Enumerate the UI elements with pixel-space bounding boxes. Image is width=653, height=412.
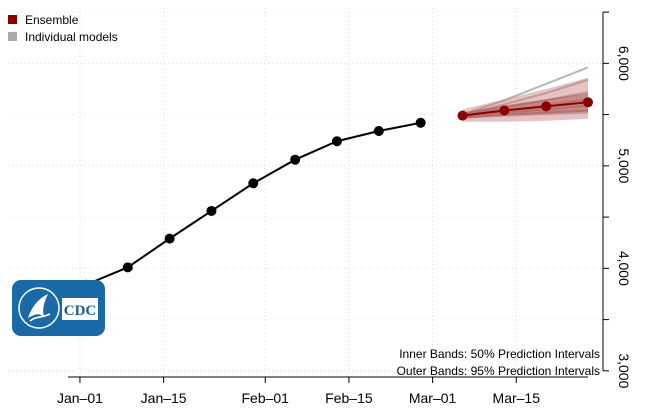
ensemble-point: [583, 97, 593, 108]
x-tick-label: Feb–15: [325, 390, 373, 406]
individual-model-line: [462, 91, 589, 117]
y-tick-label: 3,000: [616, 353, 632, 388]
y-tick-label: 6,000: [616, 46, 632, 81]
hhs-eagle-icon: [28, 294, 48, 318]
individual-model-line: [462, 111, 589, 119]
individual-model-line: [462, 78, 589, 117]
observed-point: [373, 126, 384, 136]
cdc-logo-text: CDC: [64, 303, 97, 319]
observed-point: [248, 178, 259, 189]
hhs-seal-icon: [18, 287, 60, 329]
prediction-bands: [462, 77, 588, 122]
cdc-badge: [62, 298, 98, 320]
observed-point: [206, 205, 217, 216]
observed-point: [331, 136, 342, 147]
x-tick-label: Feb–01: [241, 390, 289, 406]
x-tick-label: Mar–01: [409, 390, 457, 406]
ensemble-point: [457, 110, 468, 121]
observed-point: [290, 154, 301, 165]
ensemble-point: [541, 101, 552, 112]
observed-point: [415, 117, 426, 128]
individual-model-line: [462, 66, 589, 116]
x-axis: Jan–01 Jan–15 Feb–01 Feb–15 Mar–01 Mar–15: [57, 376, 588, 406]
x-tick-label: Mar–15: [493, 390, 541, 406]
observed-point: [164, 233, 175, 244]
y-tick-label: 4,000: [616, 251, 632, 286]
ensemble-point: [499, 105, 510, 116]
observed-line: [85, 121, 421, 286]
observed-point: [122, 262, 133, 273]
cdc-logo: CDC: [12, 280, 105, 336]
y-tick-label: 5,000: [616, 148, 632, 183]
annotation-outer-bands: Outer Bands: 95% Prediction Intervals: [397, 364, 600, 378]
legend-label-ensemble: Ensemble: [25, 13, 79, 27]
x-tick-label: Jan–01: [57, 390, 103, 406]
annotation-inner-bands: Inner Bands: 50% Prediction Intervals: [399, 347, 600, 361]
y-axis: 3,000 4,000 5,000 6,000: [602, 11, 632, 389]
legend-swatch-individual-models: [8, 32, 17, 41]
legend-swatch-ensemble: [8, 15, 17, 24]
ensemble-line: [462, 101, 589, 117]
legend-label-individual-models: Individual models: [25, 30, 118, 44]
grid-lines: [8, 8, 603, 377]
individual-model-line: [462, 104, 589, 118]
x-tick-label: Jan–15: [141, 390, 187, 406]
legend: Ensemble Individual models: [8, 13, 118, 44]
band-95: [462, 77, 588, 122]
